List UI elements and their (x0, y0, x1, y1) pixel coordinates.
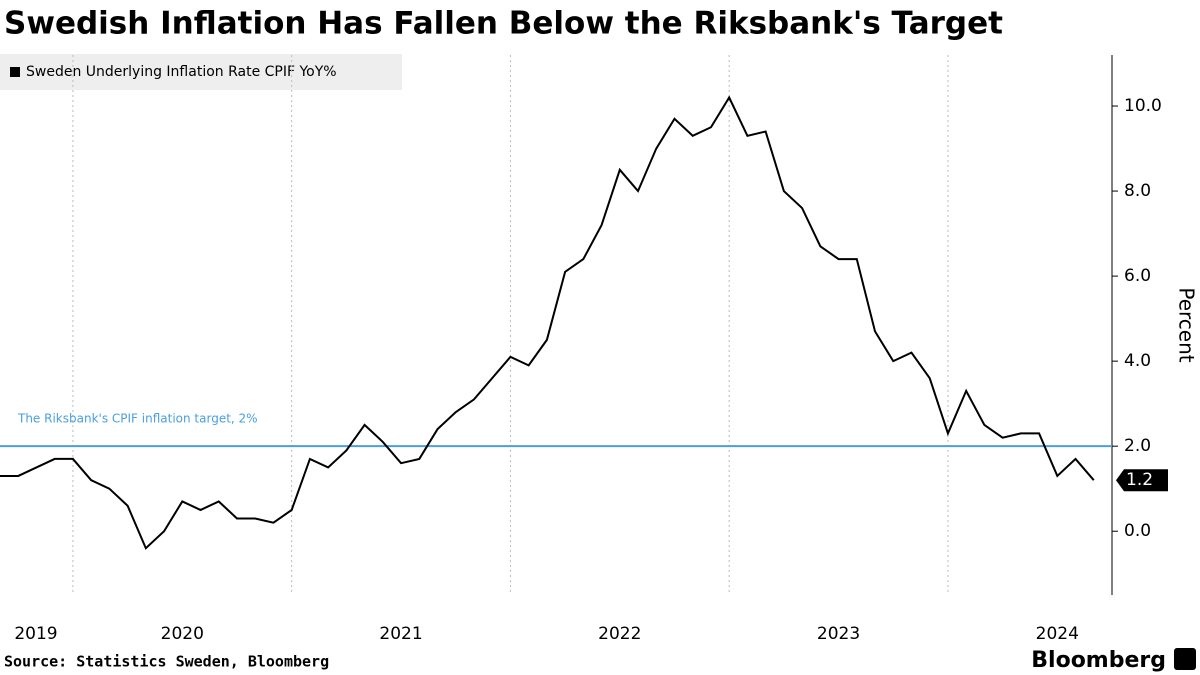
legend-swatch (10, 67, 20, 77)
source: Source: Statistics Sweden, Bloomberg (4, 653, 329, 671)
y-tick-label: 10.0 (1124, 96, 1162, 116)
last-value-label: 1.2 (1126, 470, 1153, 490)
chart-title: Swedish Inflation Has Fallen Below the R… (4, 6, 1003, 42)
last-value-tag (1116, 469, 1168, 492)
brand-icon (1174, 648, 1196, 670)
y-axis-label: Percent (1175, 287, 1199, 362)
legend-label: Sweden Underlying Inflation Rate CPIF Yo… (26, 64, 337, 80)
brand: Bloomberg (1031, 648, 1166, 673)
target-label: The Riksbank's CPIF inflation target, 2% (17, 412, 258, 426)
y-tick-label: 4.0 (1124, 351, 1151, 371)
series-line (0, 95, 1095, 550)
x-tick-label: 2023 (817, 624, 860, 644)
x-tick-label: 2021 (379, 624, 422, 644)
y-tick-label: 2.0 (1124, 436, 1151, 456)
x-tick-label: 2019 (14, 624, 57, 644)
y-tick-label: 0.0 (1124, 521, 1151, 541)
y-tick-label: 8.0 (1124, 181, 1151, 201)
x-tick-label: 2020 (161, 624, 204, 644)
x-tick-label: 2024 (1036, 624, 1079, 644)
x-tick-label: 2022 (598, 624, 641, 644)
y-tick-label: 6.0 (1124, 266, 1151, 286)
legend-box (0, 54, 402, 90)
